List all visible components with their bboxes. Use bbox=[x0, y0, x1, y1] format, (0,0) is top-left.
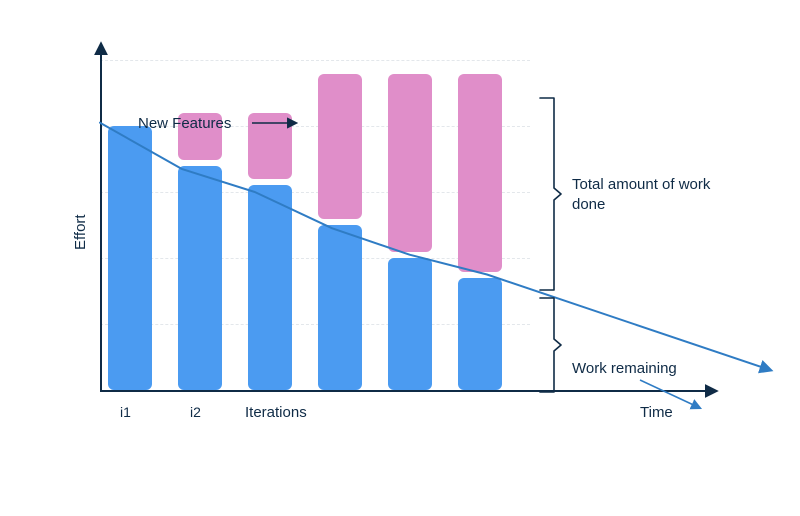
bar-new-feature bbox=[318, 74, 362, 219]
bar-remaining bbox=[458, 278, 502, 390]
x-axis-label-center: Iterations bbox=[245, 404, 307, 421]
y-axis-label: Effort bbox=[72, 214, 89, 250]
x-axis-label-right: Time bbox=[640, 404, 673, 421]
bar-remaining bbox=[178, 166, 222, 390]
x-tick-label: i2 bbox=[190, 404, 201, 420]
bar-remaining bbox=[318, 225, 362, 390]
x-axis bbox=[100, 390, 716, 392]
bar-remaining bbox=[108, 126, 152, 390]
work-remaining-label: Work remaining bbox=[572, 360, 677, 377]
bar-remaining bbox=[248, 185, 292, 390]
x-tick-label: i1 bbox=[120, 404, 131, 420]
total-work-label: Total amount of work done bbox=[572, 175, 712, 216]
bar-new-feature bbox=[458, 74, 502, 272]
bar-remaining bbox=[388, 258, 432, 390]
gridline bbox=[100, 60, 530, 61]
bar-new-feature bbox=[248, 113, 292, 179]
bar-new-feature bbox=[388, 74, 432, 252]
bracket-remaining-icon bbox=[540, 298, 561, 392]
plot-area bbox=[100, 60, 530, 390]
new-features-label: New Features bbox=[138, 115, 231, 132]
bracket-total-icon bbox=[540, 98, 561, 290]
y-axis bbox=[100, 44, 102, 390]
